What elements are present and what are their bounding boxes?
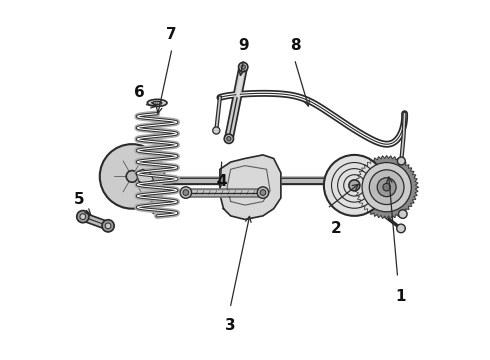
Text: 5: 5 bbox=[74, 192, 85, 207]
Circle shape bbox=[349, 180, 360, 191]
Circle shape bbox=[383, 183, 391, 191]
Text: 2: 2 bbox=[331, 221, 342, 236]
Circle shape bbox=[213, 127, 220, 134]
Polygon shape bbox=[136, 169, 153, 184]
Polygon shape bbox=[220, 155, 281, 220]
Text: 8: 8 bbox=[290, 38, 300, 53]
Ellipse shape bbox=[152, 101, 162, 104]
Circle shape bbox=[183, 190, 189, 195]
Circle shape bbox=[260, 190, 266, 195]
Circle shape bbox=[324, 155, 385, 216]
Circle shape bbox=[102, 220, 114, 232]
Circle shape bbox=[227, 136, 231, 141]
Circle shape bbox=[100, 144, 164, 209]
Ellipse shape bbox=[147, 99, 167, 107]
Circle shape bbox=[180, 187, 192, 198]
Circle shape bbox=[224, 134, 234, 143]
Circle shape bbox=[257, 187, 269, 198]
Circle shape bbox=[126, 171, 138, 182]
Circle shape bbox=[377, 178, 396, 197]
Text: 3: 3 bbox=[225, 318, 236, 333]
Text: 6: 6 bbox=[134, 85, 145, 100]
Circle shape bbox=[397, 157, 405, 165]
Text: 1: 1 bbox=[396, 289, 406, 304]
Circle shape bbox=[362, 163, 411, 212]
Circle shape bbox=[77, 211, 89, 223]
Circle shape bbox=[241, 65, 245, 69]
Circle shape bbox=[105, 223, 111, 229]
Text: 9: 9 bbox=[238, 38, 248, 53]
Circle shape bbox=[369, 170, 404, 204]
Text: 7: 7 bbox=[166, 27, 177, 42]
Text: 4: 4 bbox=[217, 174, 227, 189]
Circle shape bbox=[239, 62, 248, 72]
Circle shape bbox=[397, 224, 405, 233]
Polygon shape bbox=[355, 156, 418, 219]
Circle shape bbox=[80, 214, 86, 220]
Circle shape bbox=[398, 210, 407, 219]
